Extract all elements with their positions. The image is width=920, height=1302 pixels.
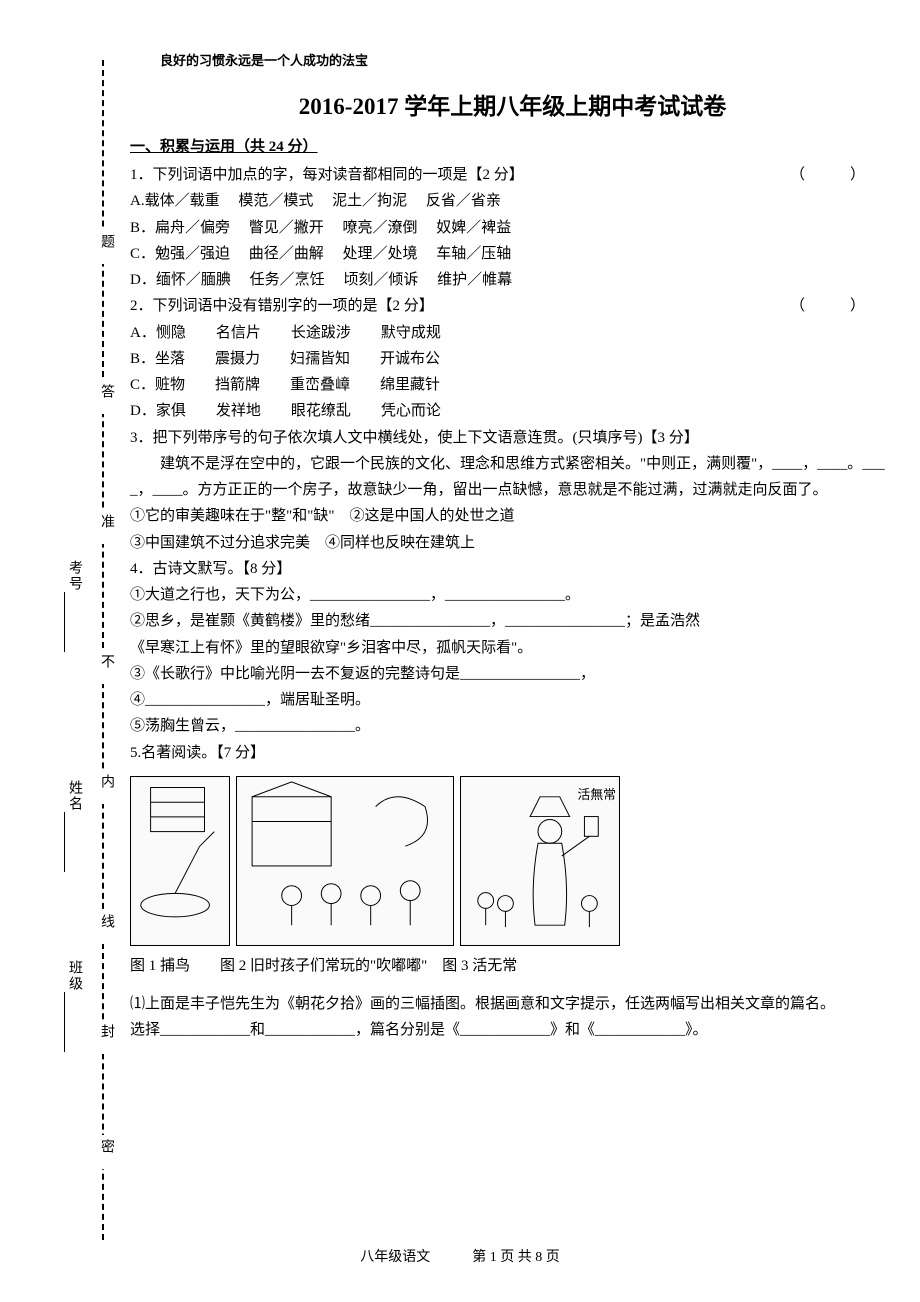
sketch-icon — [237, 777, 453, 945]
sketch-icon: 活無常 — [461, 777, 619, 945]
section-1-head: 一、积累与运用（共 24 分） — [130, 135, 895, 156]
seal-char-feng: 封 — [96, 1020, 116, 1054]
q2-a: A．恻隐 名信片 长途跋涉 默守成规 — [130, 320, 895, 346]
motto: 良好的习惯永远是一个人成功的法宝 — [160, 50, 895, 69]
q4-l4: ④________________，端居耻圣明。 — [130, 687, 895, 713]
q1-paren: （ ） — [790, 162, 865, 188]
illustration-1 — [130, 776, 230, 946]
q2-paren: （ ） — [790, 293, 865, 319]
q2-d: D．家俱 发祥地 眼花缭乱 凭心而论 — [130, 398, 895, 424]
illustration-3: 活無常 — [460, 776, 620, 946]
q3-opt2: ③中国建筑不过分追求完美 ④同样也反映在建筑上 — [130, 530, 895, 556]
seal-char-nei: 内 — [96, 770, 116, 804]
q3-stem: 3．把下列带序号的句子依次填人文中横线处，使上下文语意连贯。(只填序号)【3 分… — [130, 425, 895, 451]
seal-char-da: 答 — [96, 380, 116, 414]
q5-stem: 5.名著阅读。【7 分】 — [130, 740, 895, 766]
seal-char-zhun: 准 — [96, 510, 116, 544]
q2-c: C．赃物 挡箭牌 重峦叠嶂 绵里藏针 — [130, 372, 895, 398]
q3-opt1: ①它的审美趣味在于"整"和"缺" ②这是中国人的处世之道 — [130, 503, 895, 529]
exam-title: 2016-2017 学年上期八年级上期中考试试卷 — [130, 87, 895, 121]
illustration-row: 活無常 — [130, 776, 895, 946]
illustration-2 — [236, 776, 454, 946]
q5-p1: ⑴上面是丰子恺先生为《朝花夕拾》画的三幅插图。根据画意和文字提示，任选两幅写出相… — [130, 991, 895, 1017]
q4-l1: ①大道之行也，天下为公，________________，___________… — [130, 582, 895, 608]
q2-stem: 2．下列词语中没有错别字的一项的是【2 分】 （ ） — [130, 293, 895, 319]
q2-stem-text: 2．下列词语中没有错别字的一项的是【2 分】 — [130, 298, 434, 314]
q4-stem: 4．古诗文默写。【8 分】 — [130, 556, 895, 582]
seal-char-xian: 线 — [96, 910, 116, 944]
q4-l3: ③《长歌行》中比喻光阴一去不复返的完整诗句是________________， — [130, 661, 895, 687]
q4-l2b: 《早寒江上有怀》里的望眼欲穿"乡泪客中尽，孤帆天际看"。 — [130, 635, 895, 661]
q1-stem-text: 1．下列词语中加点的字，每对读音都相同的一项是【2 分】 — [130, 167, 524, 183]
seal-char-bu: 不 — [96, 650, 116, 684]
label-banji: 班级 — [64, 960, 84, 992]
q1-b: B．扁舟／偏旁 瞥见／撇开 嘹亮／潦倒 奴婢／裨益 — [130, 215, 895, 241]
sketch-icon — [131, 777, 229, 945]
seal-char-mi: 密 — [96, 1135, 116, 1169]
page-content: 良好的习惯永远是一个人成功的法宝 2016-2017 学年上期八年级上期中考试试… — [130, 50, 895, 1043]
q5-p2: 选择____________和____________，篇名分别是《______… — [130, 1017, 895, 1043]
q4-l2a: ②思乡，是崔颢《黄鹤楼》里的愁绪________________，_______… — [130, 608, 895, 634]
label-xingming: 姓名 — [64, 780, 84, 812]
q2-b: B．坐落 震摄力 妇孺皆知 开诚布公 — [130, 346, 895, 372]
page-footer: 八年级语文 第 1 页 共 8 页 — [0, 1246, 920, 1266]
q1-a: A.载体／载重 模范／模式 泥土／拘泥 反省／省亲 — [130, 188, 895, 214]
illustration-captions: 图 1 捕鸟 图 2 旧时孩子们常玩的"吹嘟嘟" 图 3 活无常 — [130, 954, 895, 975]
binding-gutter: 密 封 线 内 不 准 答 题 班级 姓名 考号 — [70, 60, 115, 1240]
label-kaohao: 考号 — [64, 560, 84, 592]
q1-c: C．勉强／强迫 曲径／曲解 处理／处境 车轴／压轴 — [130, 241, 895, 267]
q3-body: 建筑不是浮在空中的，它跟一个民族的文化、理念和思维方式紧密相关。"中则正，满则覆… — [130, 451, 895, 504]
seal-char-ti: 题 — [96, 230, 116, 264]
q1-stem: 1．下列词语中加点的字，每对读音都相同的一项是【2 分】 （ ） — [130, 162, 895, 188]
q1-d: D．缅怀／腼腆 任务／烹饪 顷刻／倾诉 维护／帷幕 — [130, 267, 895, 293]
q4-l5: ⑤荡胸生曾云，________________。 — [130, 713, 895, 739]
svg-text:活無常: 活無常 — [578, 788, 616, 802]
